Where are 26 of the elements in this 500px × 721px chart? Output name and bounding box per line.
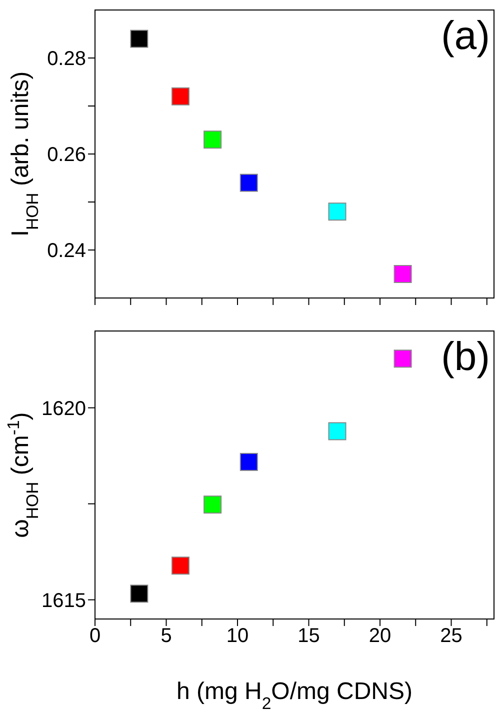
point: [240, 174, 258, 192]
x-tick-label: 0: [89, 625, 101, 648]
point: [394, 350, 412, 368]
point: [172, 87, 190, 106]
point: [204, 130, 222, 149]
point: [130, 30, 148, 48]
x-tick-label: 15: [298, 625, 320, 648]
point: [328, 202, 346, 221]
point: [240, 452, 258, 471]
y-tick-label: 1620: [42, 398, 86, 420]
point: [394, 265, 412, 283]
y-tick-label: 0.28: [47, 48, 86, 70]
x-axis-title: h (mg H$_{2}$O/mg CDNS): [176, 678, 413, 712]
point: [204, 496, 222, 514]
annotation: (a): [441, 14, 490, 59]
y-tick-label: 1615: [42, 590, 86, 612]
x-tick-label: 25: [440, 625, 462, 648]
x-tick-label: 10: [226, 625, 249, 648]
point: [172, 556, 190, 575]
point: [328, 422, 346, 440]
annotation: (b): [441, 335, 490, 380]
y-tick-label: 0.24: [47, 240, 86, 262]
x-tick-label: 20: [368, 625, 392, 648]
y-tick-label: 0.26: [47, 144, 86, 166]
point: [130, 584, 148, 603]
x-tick-label: 5: [160, 625, 172, 648]
